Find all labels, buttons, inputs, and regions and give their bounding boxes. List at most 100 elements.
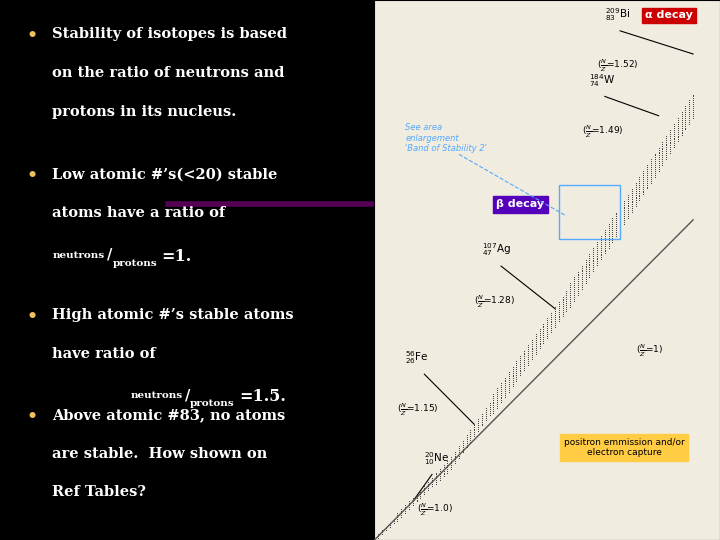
Text: α decay: α decay (645, 10, 693, 21)
Point (676, 122, 688, 130)
Point (637, 174, 649, 183)
Point (495, 384, 507, 393)
Point (557, 302, 568, 310)
Point (457, 441, 469, 449)
Point (668, 127, 680, 136)
Point (584, 252, 595, 260)
Point (595, 238, 607, 246)
Point (595, 232, 607, 240)
Point (480, 410, 492, 418)
Point (418, 482, 430, 490)
Point (637, 188, 649, 197)
Point (461, 439, 472, 448)
Point (438, 461, 449, 469)
Point (672, 129, 683, 138)
Text: •: • (26, 408, 37, 424)
Point (480, 406, 492, 415)
Point (507, 370, 518, 379)
Point (595, 244, 607, 252)
Point (461, 437, 472, 445)
Point (487, 389, 499, 398)
Point (403, 505, 415, 514)
Point (522, 350, 534, 359)
Point (653, 163, 665, 171)
Point (618, 215, 630, 225)
Point (642, 163, 653, 172)
Point (603, 226, 614, 234)
Point (607, 218, 618, 227)
Point (515, 355, 526, 364)
Point (603, 220, 614, 229)
Point (530, 342, 541, 350)
Point (400, 507, 411, 515)
Point (622, 214, 634, 222)
Point (630, 196, 642, 205)
Point (668, 124, 680, 132)
Point (634, 188, 645, 197)
Point (665, 148, 676, 158)
Point (503, 368, 515, 376)
Point (499, 383, 510, 391)
Point (572, 283, 584, 292)
Text: β decay: β decay (496, 199, 544, 210)
Point (510, 373, 522, 381)
Point (584, 273, 595, 281)
Text: Above atomic #83, no atoms: Above atomic #83, no atoms (53, 408, 286, 422)
Point (607, 224, 618, 232)
Point (622, 206, 634, 214)
Point (634, 186, 645, 195)
Point (642, 167, 653, 176)
Point (599, 245, 611, 254)
Point (634, 185, 645, 193)
Point (672, 119, 683, 128)
Point (618, 198, 630, 207)
Point (618, 218, 630, 226)
Point (672, 118, 683, 126)
Point (510, 376, 522, 385)
Point (668, 133, 680, 142)
Point (588, 244, 599, 252)
Point (676, 112, 688, 120)
Point (642, 182, 653, 191)
Point (557, 306, 568, 314)
Point (607, 232, 618, 240)
Point (584, 267, 595, 275)
Point (492, 384, 503, 393)
Point (441, 466, 453, 475)
Point (611, 226, 622, 234)
Point (576, 269, 588, 278)
Text: positron emmission and/or
electron capture: positron emmission and/or electron captu… (564, 438, 685, 457)
Point (683, 117, 695, 126)
Point (645, 168, 657, 177)
Point (688, 94, 699, 103)
Point (637, 186, 649, 195)
Point (561, 296, 572, 305)
Point (607, 228, 618, 237)
Point (676, 108, 688, 117)
Point (683, 104, 695, 112)
Point (434, 464, 446, 473)
Point (545, 310, 557, 319)
Point (557, 309, 568, 318)
Point (607, 235, 618, 244)
Point (526, 341, 538, 350)
Point (515, 365, 526, 374)
Point (637, 171, 649, 179)
Point (611, 218, 622, 227)
Point (476, 414, 487, 422)
Point (591, 255, 603, 264)
Point (564, 289, 576, 298)
Point (683, 110, 695, 118)
Point (660, 141, 672, 150)
Point (660, 136, 672, 144)
Point (645, 159, 657, 167)
Point (557, 308, 568, 316)
Point (622, 202, 634, 211)
Point (564, 296, 576, 305)
Point (683, 100, 695, 109)
Point (599, 244, 611, 252)
Point (584, 257, 595, 266)
Point (645, 167, 657, 176)
Point (495, 387, 507, 395)
Point (614, 218, 626, 226)
